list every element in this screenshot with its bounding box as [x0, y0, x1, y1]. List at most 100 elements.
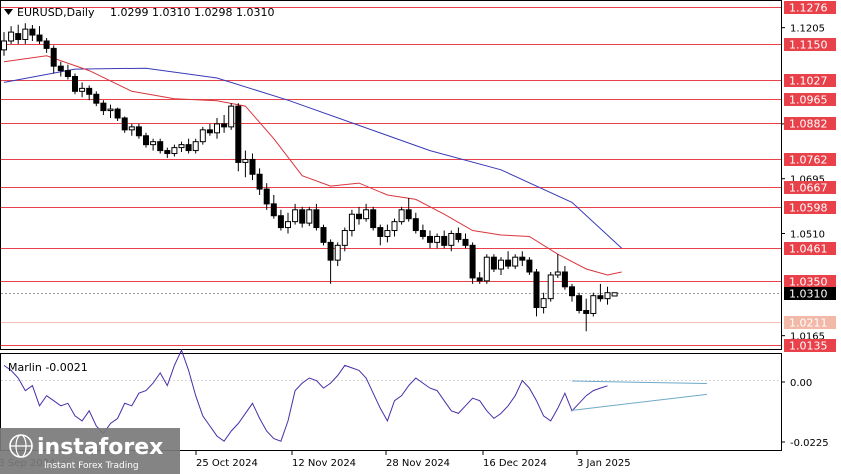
candle-bear: [121, 117, 128, 131]
candle-bear: [320, 227, 327, 243]
candle-bear: [263, 188, 270, 205]
candle-bear: [57, 65, 64, 72]
candle-bear: [36, 34, 43, 42]
candle-bull: [363, 209, 370, 220]
osc-tick-zero: 0.00: [790, 378, 812, 389]
level-label-box: [784, 153, 836, 166]
candle-bear: [576, 295, 583, 311]
candle-bear: [221, 123, 228, 128]
candle-bull: [604, 292, 611, 300]
level-label-1.0461: 1.0461: [789, 243, 828, 256]
candle-bear: [419, 230, 426, 237]
candle-bull: [107, 108, 114, 112]
candle-bull: [547, 274, 554, 300]
level-label-box: [784, 74, 836, 87]
candle-bear: [185, 144, 192, 152]
candle-bear: [249, 158, 256, 175]
candle-bull: [540, 298, 547, 309]
slow-moving-average-line: [3, 67, 623, 249]
candle-bear: [270, 203, 277, 217]
level-label-1.1027: 1.1027: [789, 75, 828, 88]
candle-bear: [135, 126, 142, 137]
fast-moving-average-line: [3, 55, 622, 276]
candle-bear: [327, 241, 334, 261]
level-labels: 1.1276 1.1150 1.1027 1.0965 1.0882 1.0762 1.06…: [784, 1, 836, 353]
candle-bear: [299, 209, 306, 224]
candle-bear: [164, 150, 171, 155]
candle-bear: [412, 218, 419, 232]
candle-bear: [72, 76, 78, 92]
logo-tagline: Instant Forex Trading: [44, 461, 139, 471]
candle-bear: [505, 259, 512, 267]
candle-bear: [476, 277, 483, 282]
symbol-label: EURUSD,Daily: [17, 6, 95, 19]
candle-bear: [235, 105, 242, 163]
triangle-down-icon[interactable]: [4, 9, 13, 15]
candlestick-series: [1, 23, 618, 332]
candle-bull: [285, 221, 291, 229]
level-label-box: [784, 201, 836, 214]
candle-bull: [448, 232, 455, 246]
candle-bear: [441, 235, 448, 246]
main-pane: [0, 0, 782, 350]
candle-bear: [43, 40, 50, 49]
candle-bull: [483, 256, 490, 282]
candle-bear: [114, 108, 121, 119]
candle-bear: [15, 33, 22, 41]
candle-bull: [398, 209, 405, 223]
moving-averages: [3, 55, 623, 276]
price-tick-1.1205: 1.1205: [790, 24, 825, 35]
candle-bull: [341, 230, 348, 246]
level-label-1.1150: 1.1150: [789, 39, 828, 52]
candle-bull: [498, 259, 504, 270]
candle-bull: [384, 230, 391, 237]
level-label-box: [784, 316, 836, 329]
candle-bull: [22, 28, 29, 41]
oscillator-lower-trendline: [571, 393, 707, 411]
candle-bull: [512, 256, 519, 267]
candle-bear: [377, 227, 384, 237]
price-tick-1.0695: 1.0695: [790, 175, 825, 186]
level-label-box: [784, 181, 836, 194]
candle-bear: [583, 309, 590, 314]
logo-brand: instaforex: [37, 435, 163, 460]
candle-bull: [554, 271, 561, 276]
oscillator-upper-trendline: [571, 380, 707, 385]
oscillator-label: Marlin -0.0021: [8, 361, 88, 374]
candle-bear: [427, 235, 433, 243]
price-tick-1.0165: 1.0165: [790, 332, 825, 343]
candle-bear: [462, 238, 469, 246]
candle-bear: [469, 244, 476, 279]
candle-bear: [86, 87, 93, 95]
candle-bear: [455, 232, 462, 240]
candle-bull: [611, 292, 618, 297]
candle-bull: [334, 244, 341, 261]
level-label-1.0310: 1.0310: [789, 288, 828, 301]
candle-bull: [306, 209, 313, 224]
candle-bear: [143, 135, 149, 146]
candle-bull: [242, 158, 249, 163]
candle-bear: [405, 209, 412, 220]
candle-bear: [157, 141, 164, 152]
candle-bull: [178, 144, 185, 149]
time-label-1: 12 Nov 2024: [292, 458, 356, 469]
ohlc-readout: 1.0299 1.0310 1.0298 1.0310: [110, 6, 274, 19]
candle-bull: [8, 31, 15, 42]
level-label-box: [784, 275, 836, 288]
level-label-1.0598: 1.0598: [789, 202, 828, 215]
level-label-1.0762: 1.0762: [789, 154, 828, 167]
candle-bull: [192, 141, 199, 152]
candle-bull: [1, 40, 7, 51]
candle-bear: [533, 271, 540, 309]
level-label-box: [784, 93, 836, 106]
candle-bear: [64, 70, 71, 78]
candle-bull: [391, 221, 398, 232]
brand-logo: instaforex Instant Forex Trading: [0, 428, 180, 474]
level-label-1.0667: 1.0667: [789, 182, 828, 195]
candle-bull: [228, 105, 235, 128]
candle-bear: [561, 271, 568, 288]
candle-bear: [490, 256, 497, 270]
level-label-box: [784, 1, 836, 14]
candle-bear: [206, 129, 213, 134]
